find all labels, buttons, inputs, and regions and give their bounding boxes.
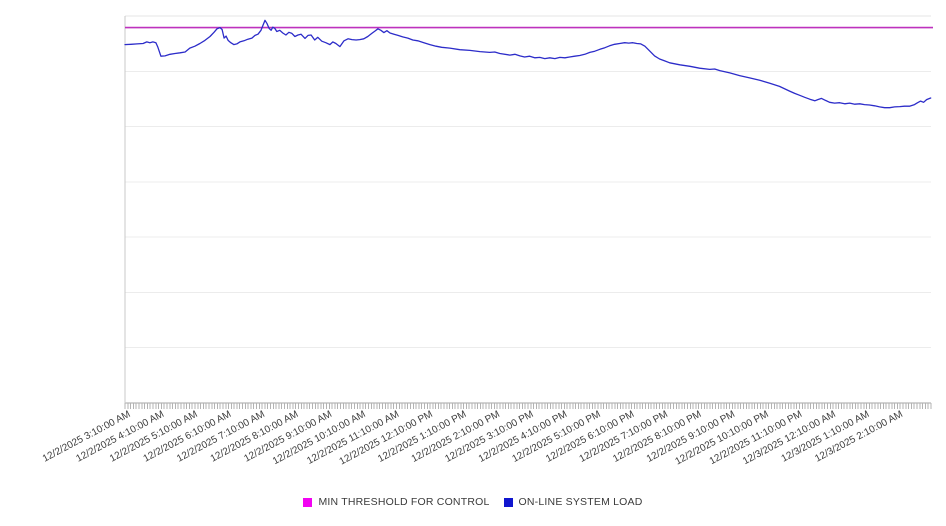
chart-legend: MIN THRESHOLD FOR CONTROL ON-LINE SYSTEM…: [0, 496, 946, 508]
legend-label-min-threshold: MIN THRESHOLD FOR CONTROL: [318, 496, 490, 508]
legend-swatch-blue: [503, 497, 513, 507]
legend-label-online-load: ON-LINE SYSTEM LOAD: [518, 496, 643, 508]
x-axis-minor-ticks: [124, 403, 932, 409]
load-line: [124, 19, 932, 109]
legend-item-min-threshold[interactable]: MIN THRESHOLD FOR CONTROL: [303, 496, 489, 508]
legend-swatch-magenta: [303, 497, 313, 507]
legend-item-online-load[interactable]: ON-LINE SYSTEM LOAD: [503, 496, 643, 508]
